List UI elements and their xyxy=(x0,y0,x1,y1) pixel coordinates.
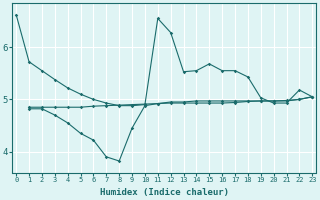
X-axis label: Humidex (Indice chaleur): Humidex (Indice chaleur) xyxy=(100,188,229,197)
